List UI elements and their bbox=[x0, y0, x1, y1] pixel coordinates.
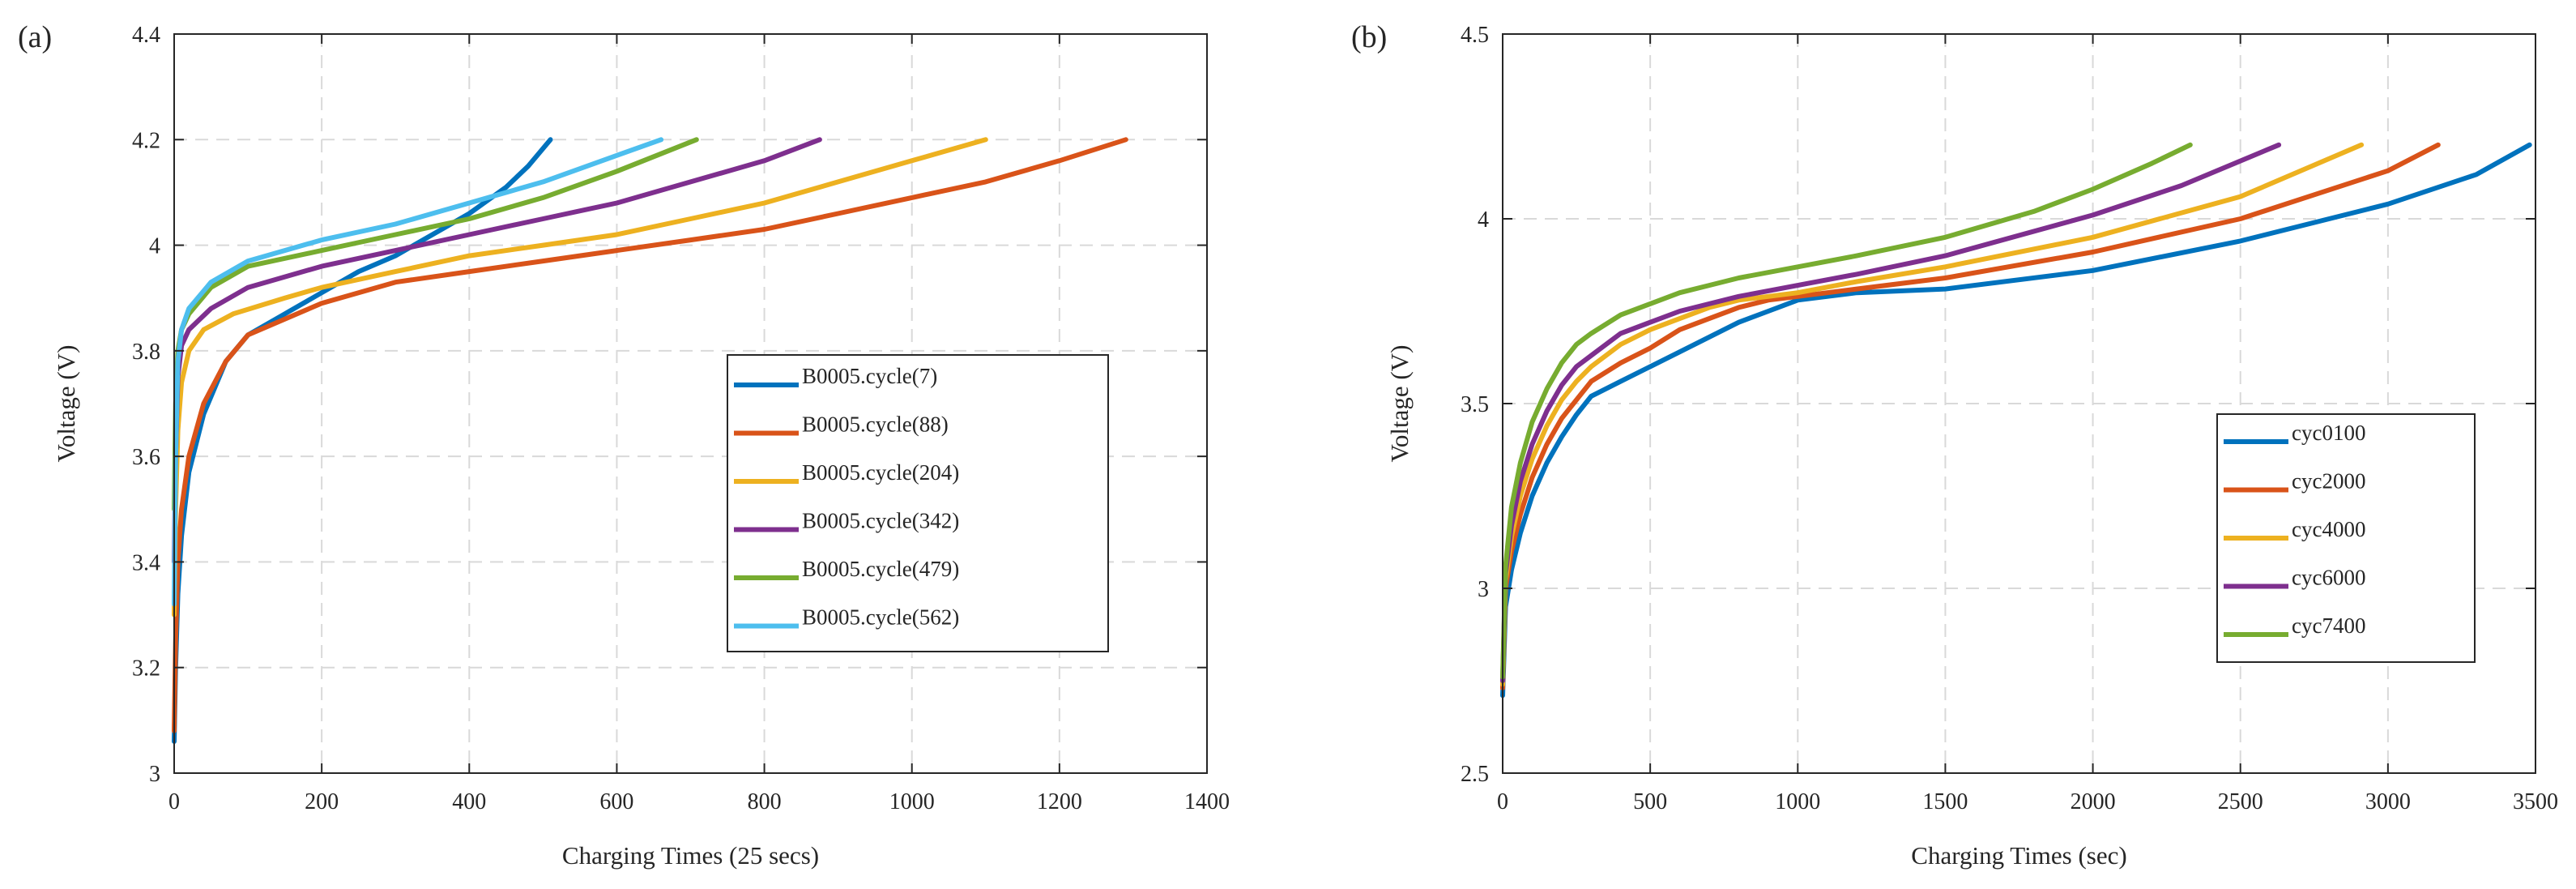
y-tick-label-b: 3 bbox=[1478, 577, 1489, 602]
chart-panel-b: 0 500 1000 1500 2000 2500 3000 3500 2.5 3 3.5 4 4.5 C… bbox=[1351, 20, 2558, 870]
x-tick-label-a: 400 bbox=[452, 789, 486, 814]
series-line-a-6 bbox=[172, 137, 664, 607]
legend-label-b-5: cyc7400 bbox=[2292, 613, 2365, 638]
x-tick-label-a: 800 bbox=[748, 789, 782, 814]
series-line-b-5 bbox=[1500, 142, 2193, 680]
x-tick-label-a: 0 bbox=[168, 789, 180, 814]
x-tick-label-b: 2000 bbox=[2071, 789, 2116, 814]
x-tick-label-b: 0 bbox=[1497, 789, 1508, 814]
x-tick-label-a: 1000 bbox=[889, 789, 935, 814]
series-line-a-2 bbox=[172, 137, 1128, 733]
y-axis-title-a: Voltage (V) bbox=[52, 345, 80, 463]
series-line-b-4 bbox=[1500, 142, 2282, 683]
y-axis-title-b: Voltage (V) bbox=[1385, 345, 1414, 463]
legend-label-a-3: B0005.cycle(204) bbox=[802, 460, 959, 485]
x-tick-label-a: 1200 bbox=[1037, 789, 1082, 814]
legend-label-a-1: B0005.cycle(7) bbox=[802, 364, 937, 388]
legend-label-a-6: B0005.cycle(562) bbox=[802, 605, 959, 630]
series-line-a-3 bbox=[172, 137, 988, 618]
axes-box-a bbox=[173, 33, 1208, 774]
x-tick-label-a: 600 bbox=[599, 789, 633, 814]
x-tick-label-b: 1500 bbox=[1922, 789, 1968, 814]
y-tick-label-b: 2.5 bbox=[1461, 762, 1489, 787]
y-tick-label-a: 4.2 bbox=[132, 128, 160, 153]
y-tick-label-a: 3.2 bbox=[132, 656, 160, 682]
y-tick-label-a: 3.4 bbox=[132, 550, 160, 575]
y-tick-label-b: 4.5 bbox=[1461, 23, 1489, 48]
x-axis-title-b: Charging Times (sec) bbox=[1911, 841, 2126, 870]
series-line-b-1 bbox=[1500, 142, 2532, 699]
legend-label-b-2: cyc2000 bbox=[2292, 469, 2365, 494]
series-line-b-3 bbox=[1500, 142, 2365, 687]
chart-panel-a: 0 200 400 600 800 1000 1200 1400 3 3.2 3.4 3.6 3.8 4 4… bbox=[18, 20, 1230, 870]
x-tick-label-b: 2500 bbox=[2218, 789, 2263, 814]
panel-label-a: (a) bbox=[18, 20, 52, 54]
panel-label-b: (b) bbox=[1351, 20, 1387, 54]
legend-label-b-3: cyc4000 bbox=[2292, 517, 2365, 541]
x-tick-label-b: 1000 bbox=[1775, 789, 1820, 814]
x-tick-label-a: 200 bbox=[305, 789, 339, 814]
y-tick-label-b: 4 bbox=[1478, 207, 1489, 233]
x-tick-label-a: 1400 bbox=[1184, 789, 1230, 814]
y-tick-label-a: 3.8 bbox=[132, 340, 160, 365]
x-tick-label-b: 3500 bbox=[2513, 789, 2558, 814]
y-tick-label-b: 3.5 bbox=[1461, 392, 1489, 417]
y-tick-label-a: 3.6 bbox=[132, 445, 160, 470]
x-tick-label-b: 3000 bbox=[2365, 789, 2411, 814]
y-tick-label-a: 4 bbox=[149, 234, 160, 259]
legend-label-a-2: B0005.cycle(88) bbox=[802, 412, 949, 437]
x-tick-label-b: 500 bbox=[1633, 789, 1667, 814]
y-tick-label-a: 4.4 bbox=[132, 23, 160, 48]
legend-label-b-1: cyc0100 bbox=[2292, 421, 2365, 445]
y-tick-label-a: 3 bbox=[149, 762, 160, 787]
series-line-b-2 bbox=[1500, 142, 2441, 691]
x-axis-title-a: Charging Times (25 secs) bbox=[562, 841, 819, 870]
legend-box-a bbox=[727, 354, 1109, 652]
legend-label-b-4: cyc6000 bbox=[2292, 566, 2365, 590]
legend-label-a-4: B0005.cycle(342) bbox=[802, 509, 959, 533]
legend-label-a-5: B0005.cycle(479) bbox=[802, 557, 959, 581]
